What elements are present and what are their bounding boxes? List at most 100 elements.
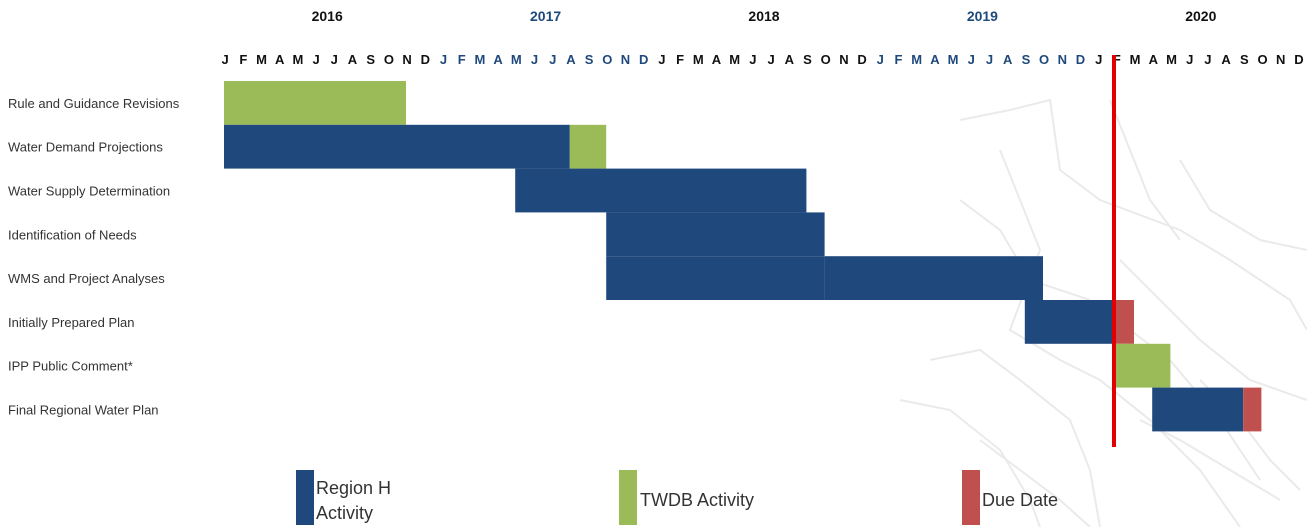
task-label: Water Supply Determination	[8, 184, 170, 199]
legend-label: Due Date	[982, 490, 1058, 510]
year-label: 2019	[967, 8, 998, 24]
gantt-bar-region	[606, 256, 825, 300]
month-label: J	[1186, 52, 1193, 67]
map-line	[1109, 99, 1181, 241]
month-label: D	[639, 52, 648, 67]
month-label: O	[602, 52, 612, 67]
month-label: A	[493, 52, 503, 67]
month-label: A	[566, 52, 576, 67]
month-label: A	[275, 52, 285, 67]
month-label: M	[292, 52, 303, 67]
month-label: S	[585, 52, 594, 67]
month-label: F	[239, 52, 247, 67]
month-label: A	[1221, 52, 1231, 67]
month-label: M	[729, 52, 740, 67]
month-label: J	[312, 52, 319, 67]
month-label: J	[986, 52, 993, 67]
month-label: M	[693, 52, 704, 67]
month-label: M	[256, 52, 267, 67]
gantt-bar-twdb	[1115, 343, 1171, 388]
task-label: Water Demand Projections	[8, 140, 163, 155]
month-label: O	[1039, 52, 1049, 67]
gantt-bar-twdb	[569, 124, 607, 169]
month-label: J	[549, 52, 556, 67]
month-label: S	[366, 52, 375, 67]
year-label: 2016	[312, 8, 343, 24]
month-label: O	[1257, 52, 1267, 67]
year-label: 2017	[530, 8, 561, 24]
task-label: Rule and Guidance Revisions	[8, 96, 180, 111]
month-label: M	[1130, 52, 1141, 67]
task-label: Identification of Needs	[8, 227, 137, 242]
gantt-bar-region	[824, 256, 1043, 300]
month-label: J	[440, 52, 447, 67]
legend-swatch-region	[296, 470, 314, 525]
gantt-bar-region	[224, 124, 570, 169]
task-label: IPP Public Comment*	[8, 359, 133, 374]
map-line	[959, 98, 1307, 331]
month-label: N	[621, 52, 630, 67]
month-label: A	[712, 52, 722, 67]
month-label: D	[1294, 52, 1303, 67]
gantt-bar-region	[1152, 387, 1244, 432]
legend: Region H Activity TWDB Activity Due Date	[296, 470, 1058, 525]
task-label: WMS and Project Analyses	[8, 271, 165, 286]
month-label: S	[1022, 52, 1031, 67]
month-label: N	[1276, 52, 1285, 67]
month-label: F	[458, 52, 466, 67]
gantt-bars	[224, 81, 1262, 432]
month-label: D	[1076, 52, 1085, 67]
legend-label: Activity	[316, 503, 373, 523]
month-label: A	[1149, 52, 1159, 67]
month-label: J	[968, 52, 975, 67]
month-label: J	[658, 52, 665, 67]
month-label: M	[1166, 52, 1177, 67]
task-label: Initially Prepared Plan	[8, 315, 134, 330]
task-label: Final Regional Water Plan	[8, 403, 159, 418]
month-label: J	[531, 52, 538, 67]
year-label: 2020	[1185, 8, 1216, 24]
month-label: N	[1058, 52, 1067, 67]
month-label: D	[857, 52, 866, 67]
month-label: F	[1113, 52, 1121, 67]
legend-swatch-twdb	[619, 470, 637, 525]
legend-swatch-due	[962, 470, 980, 525]
month-label: M	[474, 52, 485, 67]
month-label: M	[511, 52, 522, 67]
month-label: N	[402, 52, 411, 67]
month-label: J	[1095, 52, 1102, 67]
legend-label: Region H	[316, 478, 391, 498]
gantt-bar-due	[1115, 300, 1134, 344]
month-label: A	[348, 52, 358, 67]
gantt-bar-twdb	[224, 81, 406, 125]
map-line	[979, 439, 1091, 527]
month-label: S	[1240, 52, 1249, 67]
map-line	[929, 348, 1101, 527]
month-label: J	[1204, 52, 1211, 67]
month-label: N	[839, 52, 848, 67]
month-label: F	[676, 52, 684, 67]
map-line	[959, 199, 1091, 301]
month-label: D	[421, 52, 430, 67]
gantt-bar-due	[1243, 387, 1262, 432]
legend-label: TWDB Activity	[640, 490, 754, 510]
month-label: J	[877, 52, 884, 67]
month-label: J	[221, 52, 228, 67]
gantt-bar-region	[1024, 300, 1116, 344]
year-axis: 2016 2017 2018 2019 2020	[312, 8, 1217, 24]
map-line	[899, 399, 1041, 527]
month-label: M	[911, 52, 922, 67]
gantt-bar-region	[515, 168, 807, 213]
month-label: A	[1003, 52, 1013, 67]
month-label: O	[821, 52, 831, 67]
task-labels: Rule and Guidance Revisions Water Demand …	[8, 96, 180, 418]
gantt-bar-region	[606, 212, 825, 257]
month-label: F	[895, 52, 903, 67]
map-line	[1179, 159, 1307, 251]
month-label: J	[331, 52, 338, 67]
month-label: A	[785, 52, 795, 67]
month-label: A	[930, 52, 940, 67]
month-label: J	[767, 52, 774, 67]
